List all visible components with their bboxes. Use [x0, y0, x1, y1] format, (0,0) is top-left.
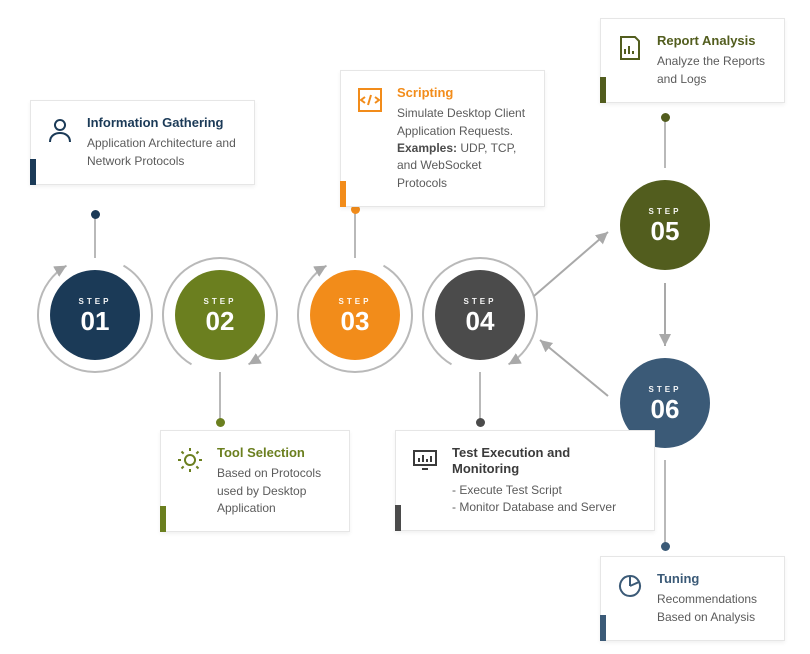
- step-circle-04: STEP 04: [435, 270, 525, 360]
- card-info-gathering: Information Gathering Application Archite…: [30, 100, 255, 185]
- report-icon-wrap: [615, 33, 645, 63]
- report-icon: [616, 34, 644, 62]
- card-title: Test Execution and Monitoring: [452, 445, 640, 478]
- step-number: 06: [651, 396, 680, 422]
- card-title: Report Analysis: [657, 33, 770, 49]
- pie-icon: [616, 572, 644, 600]
- card-accent: [395, 505, 401, 531]
- step-circle-05: STEP 05: [620, 180, 710, 270]
- step-label: STEP: [339, 297, 372, 306]
- card-accent: [30, 159, 36, 185]
- card-accent: [160, 506, 166, 532]
- card-title: Information Gathering: [87, 115, 240, 131]
- card-accent: [340, 181, 346, 207]
- card-title: Tool Selection: [217, 445, 335, 461]
- step-circle-03: STEP 03: [310, 270, 400, 360]
- user-icon-wrap: [45, 115, 75, 145]
- card-body: Simulate Desktop Client Application Requ…: [397, 105, 530, 192]
- step-label: STEP: [204, 297, 237, 306]
- gear-icon: [176, 446, 204, 474]
- step-number: 05: [651, 218, 680, 244]
- card-scripting: Scripting Simulate Desktop Client Applica…: [340, 70, 545, 207]
- user-icon: [46, 116, 74, 144]
- connector-dot: [661, 113, 670, 122]
- step-label: STEP: [79, 297, 112, 306]
- step-circle-02: STEP 02: [175, 270, 265, 360]
- card-body: Application Architecture and Network Pro…: [87, 135, 240, 170]
- card-title: Tuning: [657, 571, 770, 587]
- connector-dot: [476, 418, 485, 427]
- step-number: 02: [206, 308, 235, 334]
- card-body: Based on Protocols used by Desktop Appli…: [217, 465, 335, 517]
- code-icon: [356, 86, 384, 114]
- card-title: Scripting: [397, 85, 530, 101]
- step-number: 01: [81, 308, 110, 334]
- step-label: STEP: [649, 385, 682, 394]
- monitor-icon: [411, 446, 439, 474]
- code-icon-wrap: [355, 85, 385, 115]
- card-body: Analyze the Reports and Logs: [657, 53, 770, 88]
- card-tuning: Tuning Recommendations Based on Analysis: [600, 556, 785, 641]
- monitor-icon-wrap: [410, 445, 440, 475]
- card-body: Recommendations Based on Analysis: [657, 591, 770, 626]
- card-accent: [600, 615, 606, 641]
- card-accent: [600, 77, 606, 103]
- pie-icon-wrap: [615, 571, 645, 601]
- card-report-analysis: Report Analysis Analyze the Reports and L…: [600, 18, 785, 103]
- step-label: STEP: [649, 207, 682, 216]
- gear-icon-wrap: [175, 445, 205, 475]
- card-tool-selection: Tool Selection Based on Protocols used by…: [160, 430, 350, 532]
- card-body: - Execute Test Script - Monitor Database…: [452, 482, 640, 517]
- step-label: STEP: [464, 297, 497, 306]
- flowchart-stage: STEP 01 STEP 02 STEP 03 STEP 04 STEP 05 STEP 06 Info…: [0, 0, 810, 654]
- connector-dot: [91, 210, 100, 219]
- connector-dot: [661, 542, 670, 551]
- step-number: 04: [466, 308, 495, 334]
- step-circle-01: STEP 01: [50, 270, 140, 360]
- step-number: 03: [341, 308, 370, 334]
- card-test-execution: Test Execution and Monitoring - Execute …: [395, 430, 655, 531]
- connector-dot: [216, 418, 225, 427]
